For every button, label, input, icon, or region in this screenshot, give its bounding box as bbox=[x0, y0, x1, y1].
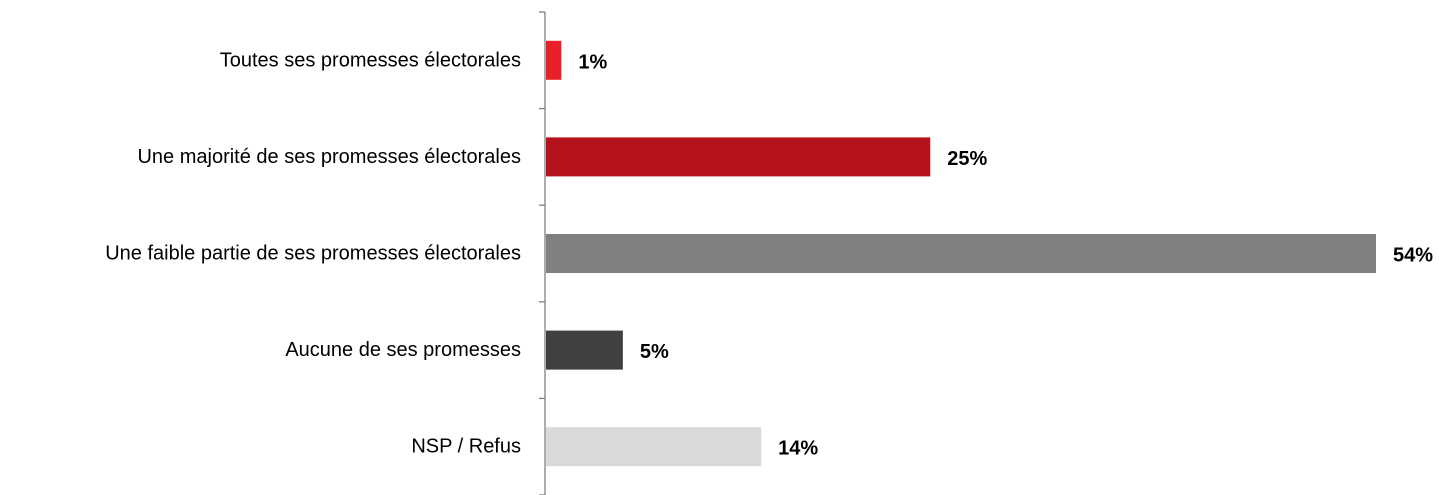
bar bbox=[546, 40, 562, 80]
value-label: 25% bbox=[947, 148, 987, 170]
bar bbox=[546, 427, 762, 467]
bars-group bbox=[546, 40, 1376, 467]
value-label: 1% bbox=[578, 51, 607, 73]
category-label: NSP / Refus bbox=[411, 436, 521, 458]
value-label: 5% bbox=[640, 341, 669, 363]
bar bbox=[546, 137, 931, 177]
category-label: Toutes ses promesses électorales bbox=[220, 49, 521, 71]
category-label: Une majorité de ses promesses électorale… bbox=[137, 146, 521, 168]
value-label: 14% bbox=[778, 438, 818, 460]
category-label: Aucune de ses promesses bbox=[285, 339, 521, 361]
value-label: 54% bbox=[1393, 245, 1433, 267]
category-axis bbox=[539, 11, 546, 495]
bar bbox=[546, 330, 623, 370]
category-labels: Toutes ses promesses électorales Une majo… bbox=[105, 49, 521, 457]
value-labels: 1% 25% 54% 5% 14% bbox=[578, 51, 1433, 459]
bar bbox=[546, 234, 1376, 273]
category-label: Une faible partie de ses promesses élect… bbox=[105, 243, 521, 265]
